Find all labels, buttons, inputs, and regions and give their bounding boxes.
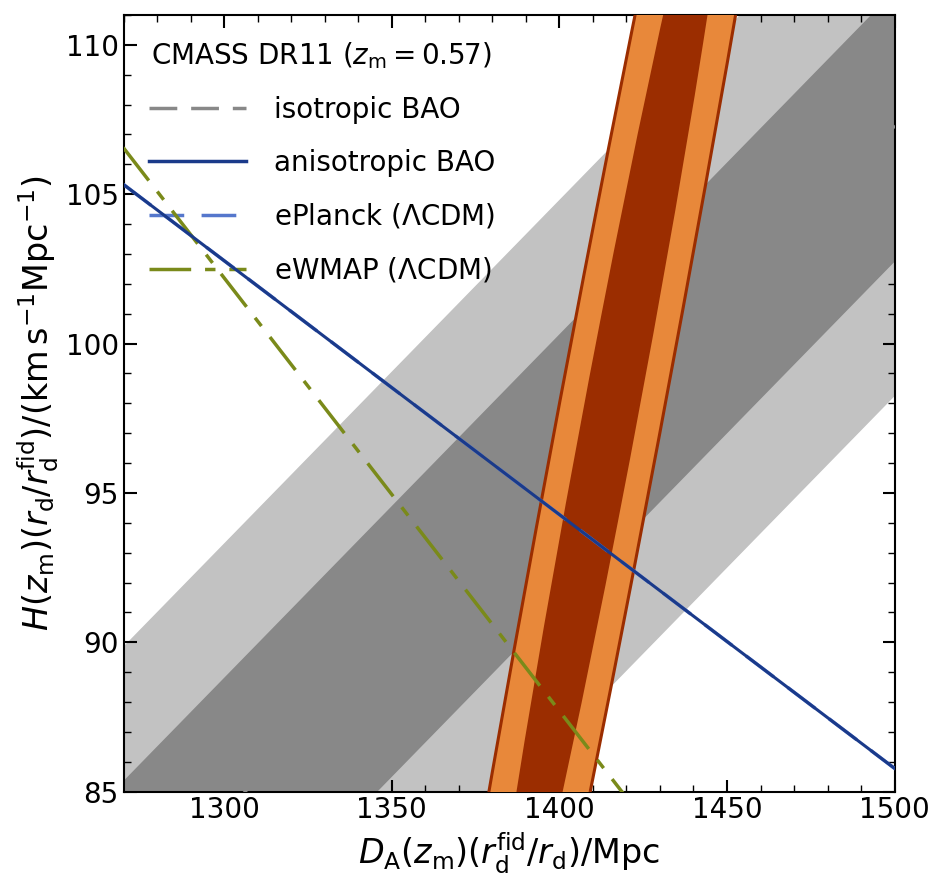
Ellipse shape — [362, 0, 856, 890]
Legend: isotropic BAO, anisotropic BAO, ePlanck ($\Lambda$CDM), eWMAP ($\Lambda$CDM): isotropic BAO, anisotropic BAO, ePlanck … — [137, 28, 505, 295]
X-axis label: $D_{\mathrm{A}}(z_{\mathrm{m}})(r_{\mathrm{d}}^{\mathrm{fid}}/r_{\mathrm{d}})/\m: $D_{\mathrm{A}}(z_{\mathrm{m}})(r_{\math… — [358, 830, 659, 875]
Ellipse shape — [485, 0, 733, 890]
Y-axis label: $H(z_{\mathrm{m}})(r_{\mathrm{d}}/r_{\mathrm{d}}^{\mathrm{fid}})/(\mathrm{km\,s^: $H(z_{\mathrm{m}})(r_{\mathrm{d}}/r_{\ma… — [15, 175, 59, 631]
